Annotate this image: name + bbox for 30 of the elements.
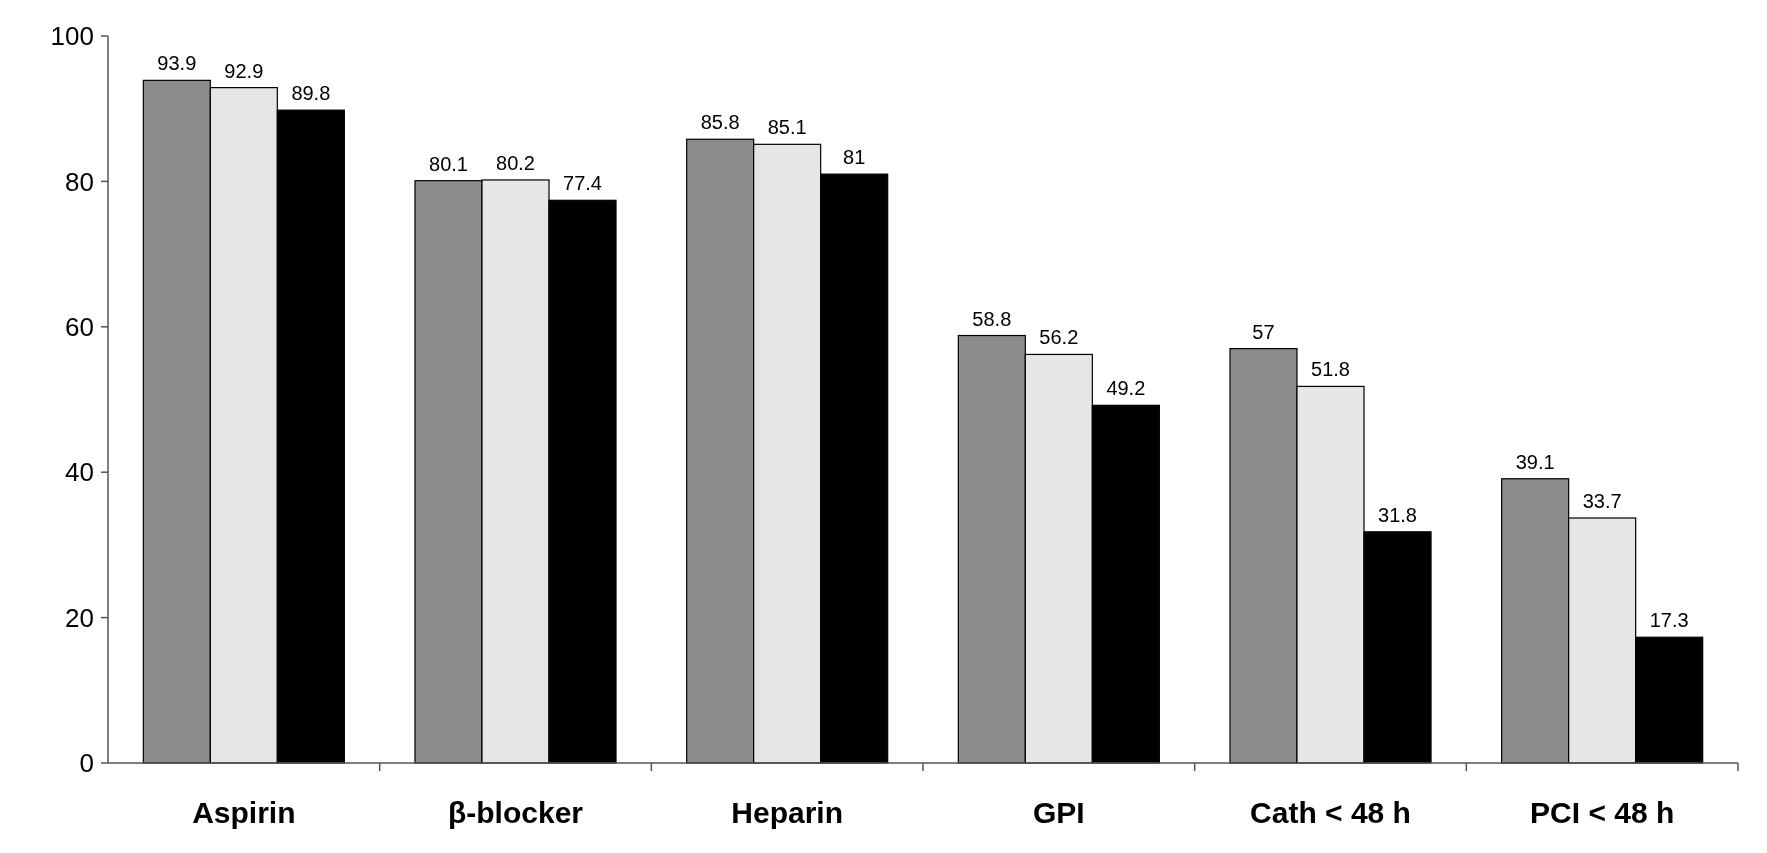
x-tick-label: Cath < 48 h [1250,796,1411,829]
y-tick-label: 60 [65,311,94,342]
data-label: 81 [843,146,866,169]
x-tick-label: GPI [1032,796,1085,829]
x-tick-label: Aspirin [192,796,296,829]
data-label: 85.1 [767,116,807,139]
data-label: 56.2 [1039,326,1079,349]
data-label: 93.9 [157,52,197,75]
data-label: 80.2 [496,151,535,174]
y-tick-label: 0 [79,748,94,779]
x-tick-label: PCI < 48 h [1530,796,1675,829]
x-tick-label: β-blocker [447,796,584,829]
data-label: 49.2 [1106,377,1146,400]
data-label: 58.8 [972,307,1012,330]
data-label: 89.8 [291,82,331,105]
data-label: 39.1 [1515,450,1555,473]
y-tick-label: 80 [65,166,94,197]
data-label: 51.8 [1311,358,1350,381]
data-label: 80.1 [429,152,468,175]
data-label: 92.9 [224,59,264,82]
data-label: 33.7 [1582,490,1622,512]
data-label: 31.8 [1378,503,1417,526]
x-tick-label: Heparin [731,796,844,829]
data-label: 85.8 [700,111,740,134]
y-tick-label: 40 [65,457,94,488]
data-label: 17.3 [1649,609,1689,632]
y-tick-label: 100 [50,21,94,52]
y-tick-label: 20 [65,602,94,633]
data-label: 77.4 [563,172,602,195]
data-label: 57 [1252,320,1275,343]
